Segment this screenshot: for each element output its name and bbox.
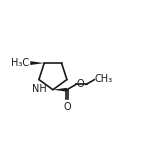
Text: O: O bbox=[63, 102, 71, 112]
Text: CH₃: CH₃ bbox=[95, 74, 113, 84]
Text: NH: NH bbox=[32, 84, 46, 94]
Polygon shape bbox=[30, 61, 44, 65]
Text: H₃C: H₃C bbox=[11, 58, 30, 68]
Polygon shape bbox=[53, 88, 67, 92]
Text: O: O bbox=[77, 79, 84, 89]
